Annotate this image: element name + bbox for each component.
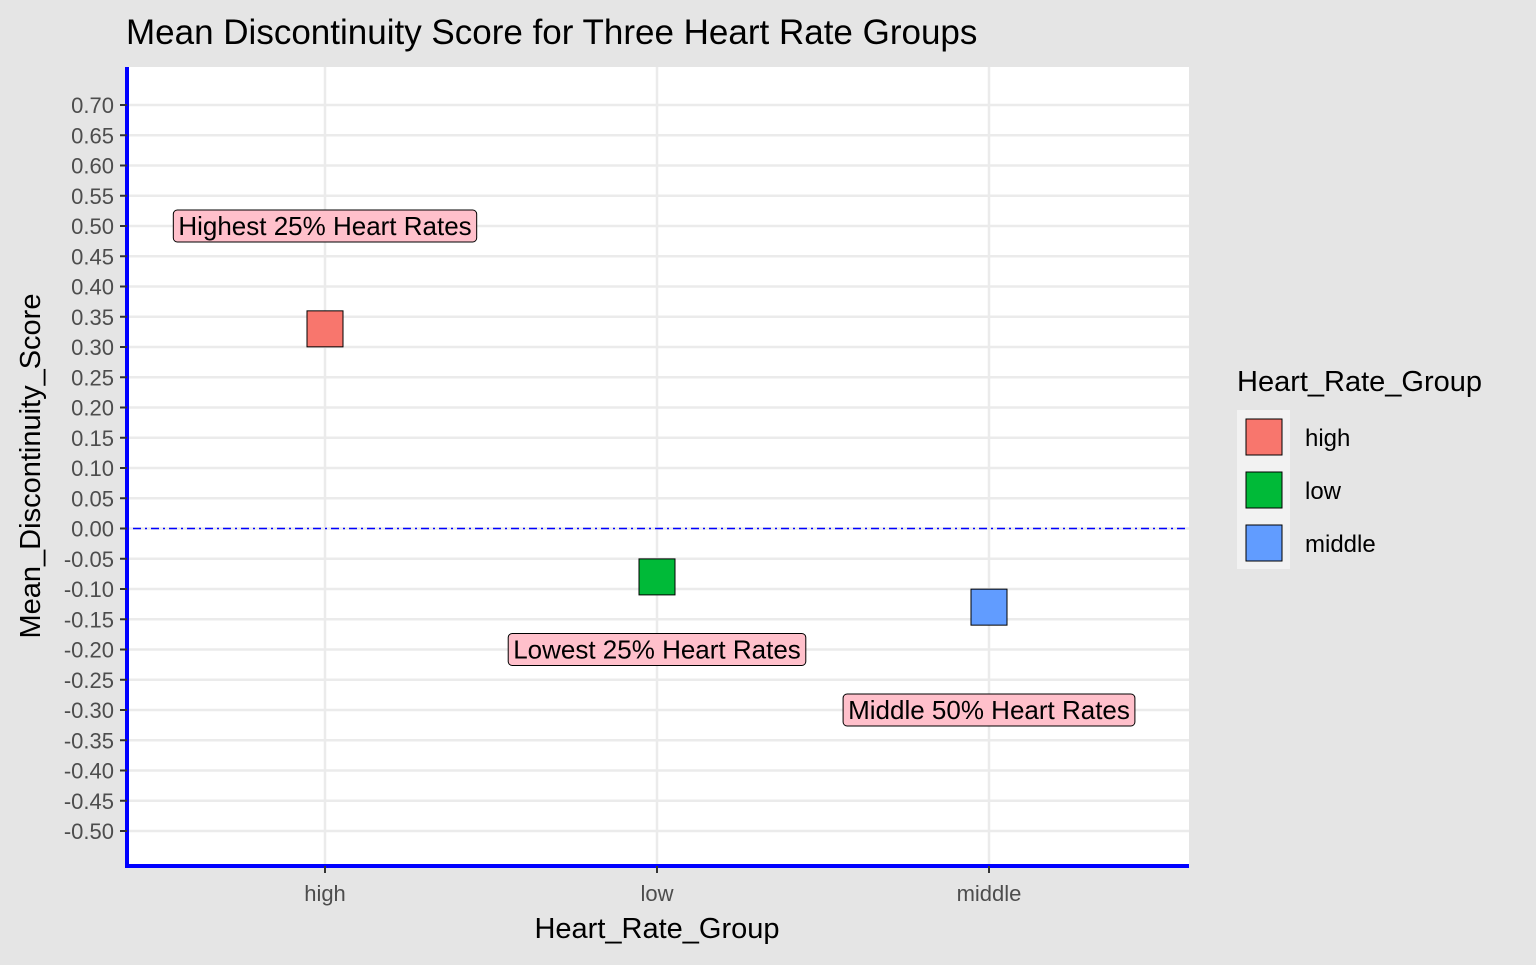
y-tick-label: 0.30 xyxy=(71,335,114,360)
y-tick-label: -0.30 xyxy=(64,698,114,723)
y-tick-label: 0.40 xyxy=(71,275,114,300)
y-tick-label: -0.45 xyxy=(64,789,114,814)
data-point-low xyxy=(638,558,676,596)
x-tick-label: high xyxy=(304,881,346,906)
chart-title: Mean Discontinuity Score for Three Heart… xyxy=(126,13,977,52)
y-tick-label: -0.05 xyxy=(64,547,114,572)
y-tick-label: 0.35 xyxy=(71,305,114,330)
annotation-label: Highest 25% Heart Rates xyxy=(172,209,478,243)
y-tick-label: 0.25 xyxy=(71,365,114,390)
y-tick-label: -0.10 xyxy=(64,577,114,602)
data-point-high xyxy=(306,310,344,348)
y-tick-label: -0.50 xyxy=(64,819,114,844)
y-tick-label: 0.05 xyxy=(71,486,114,511)
y-tick-label: 0.15 xyxy=(71,426,114,451)
y-tick-label: 0.20 xyxy=(71,396,114,421)
x-tick-label: low xyxy=(640,881,673,906)
y-tick-label: -0.35 xyxy=(64,728,114,753)
annotation-text: Lowest 25% Heart Rates xyxy=(513,635,801,665)
y-tick-label: 0.60 xyxy=(71,154,114,179)
y-tick-label: 0.55 xyxy=(71,184,114,209)
legend-label: middle xyxy=(1305,531,1376,558)
y-tick-label: -0.40 xyxy=(64,759,114,784)
legend-key-middle xyxy=(1245,524,1283,562)
y-tick-label: -0.15 xyxy=(64,607,114,632)
x-tick-label: middle xyxy=(957,881,1022,906)
y-tick-label: 0.65 xyxy=(71,123,114,148)
annotation-box xyxy=(507,633,807,666)
legend-label: low xyxy=(1305,478,1342,505)
annotation-label: Middle 50% Heart Rates xyxy=(842,693,1136,727)
annotation-box xyxy=(842,693,1136,727)
y-tick-label: 0.00 xyxy=(71,517,114,542)
y-axis-title: Mean_Discontinuity_Score xyxy=(15,294,47,639)
legend: Heart_Rate_Group high low middle xyxy=(1237,366,1482,569)
y-tick-label: -0.25 xyxy=(64,668,114,693)
y-tick-label: 0.50 xyxy=(71,214,114,239)
annotation-text: Middle 50% Heart Rates xyxy=(848,695,1130,725)
y-tick-label: 0.45 xyxy=(71,244,114,269)
y-tick-label: 0.70 xyxy=(71,93,114,118)
legend-key-low xyxy=(1245,471,1283,509)
annotation-label: Lowest 25% Heart Rates xyxy=(507,633,807,666)
y-tick-label: -0.20 xyxy=(64,638,114,663)
data-point-middle xyxy=(970,588,1008,626)
y-tick-label: 0.10 xyxy=(71,456,114,481)
annotation-text: Highest 25% Heart Rates xyxy=(178,211,471,241)
legend-label: high xyxy=(1305,425,1350,452)
x-axis-title: Heart_Rate_Group xyxy=(534,913,779,945)
annotation-box xyxy=(172,209,478,243)
legend-title: Heart_Rate_Group xyxy=(1237,366,1482,398)
legend-key-high xyxy=(1245,418,1283,456)
